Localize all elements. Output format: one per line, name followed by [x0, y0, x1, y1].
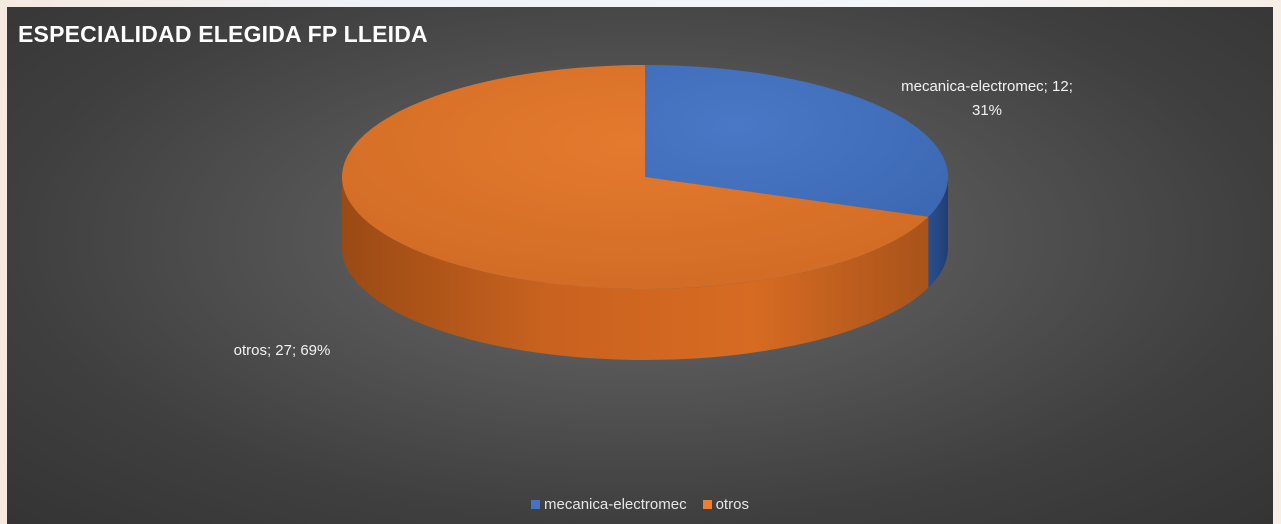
chart-area: ESPECIALIDAD ELEGIDA FP LLEIDA [7, 7, 1273, 524]
chart-title: ESPECIALIDAD ELEGIDA FP LLEIDA [18, 21, 428, 47]
legend-swatch-mecanica [531, 500, 541, 509]
data-label-mecanica: mecanica-electromec; 12; [901, 78, 1073, 95]
legend-swatch-otros [702, 500, 712, 509]
legend-item-otros: otros [702, 496, 749, 513]
pie-top-layer [342, 65, 948, 289]
legend-item-mecanica: mecanica-electromec [531, 496, 687, 513]
legend-label-otros: otros [715, 496, 749, 513]
data-label-otros: otros; 27; 69% [234, 342, 331, 359]
data-label-percent-mecanica: 31% [972, 102, 1002, 119]
pie-side-otros [342, 177, 929, 361]
pie-chart: mecanica-electromec; 12; 31% otros; 27; 69… [234, 65, 1073, 361]
pie-slice-otros [342, 65, 929, 289]
pie-label-layer: mecanica-electromec; 12; 31% otros; 27; 69… [234, 78, 1073, 359]
legend-label-mecanica: mecanica-electromec [544, 496, 687, 513]
chart-legend: mecanica-electromec otros [7, 496, 1273, 513]
pie-slice-mecanica [645, 65, 948, 217]
pie-side-layer [342, 177, 948, 361]
pie-side-mecanica [928, 177, 948, 288]
